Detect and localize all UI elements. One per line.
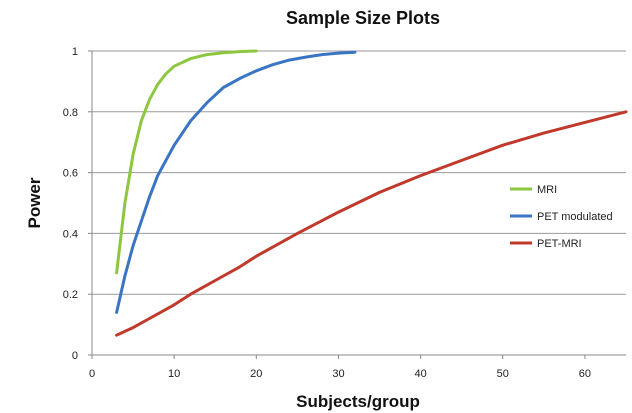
x-tick-label-1: 10 (168, 368, 180, 380)
y-tick-label-3: 0.6 (63, 168, 78, 180)
legend-label-pet-modulated: PET modulated (537, 211, 613, 223)
chart-title: Sample Size Plots (286, 8, 440, 28)
series-line-pet-modulated (115, 50, 357, 314)
y-axis-title: Power (25, 177, 44, 228)
axes (91, 51, 626, 356)
x-axis-ticks: 0 10 20 30 40 50 60 (89, 355, 591, 380)
x-tick-label-3: 30 (332, 368, 344, 380)
y-tick-label-5: 1 (72, 46, 78, 58)
x-axis-title: Subjects/group (296, 392, 420, 411)
series-lines (115, 49, 628, 337)
y-tick-label-1: 0.2 (63, 289, 78, 301)
x-tick-label-5: 50 (497, 368, 509, 380)
legend: MRI PET modulated PET-MRI (510, 184, 613, 250)
x-tick-label-0: 0 (89, 368, 95, 380)
legend-label-mri: MRI (537, 184, 557, 196)
series-line-mri (115, 49, 258, 275)
y-tick-label-2: 0.4 (63, 228, 78, 240)
x-tick-label-2: 20 (250, 368, 262, 380)
grid (92, 50, 626, 295)
legend-label-pet-mri: PET-MRI (537, 238, 582, 250)
y-axis-ticks: 0 0.2 0.4 0.6 0.8 1 (63, 46, 92, 362)
x-tick-label-6: 60 (579, 368, 591, 380)
y-tick-label-4: 0.8 (63, 107, 78, 119)
y-tick-label-0: 0 (72, 350, 78, 362)
x-tick-label-4: 40 (414, 368, 426, 380)
series-line-pet-mri (115, 110, 628, 337)
